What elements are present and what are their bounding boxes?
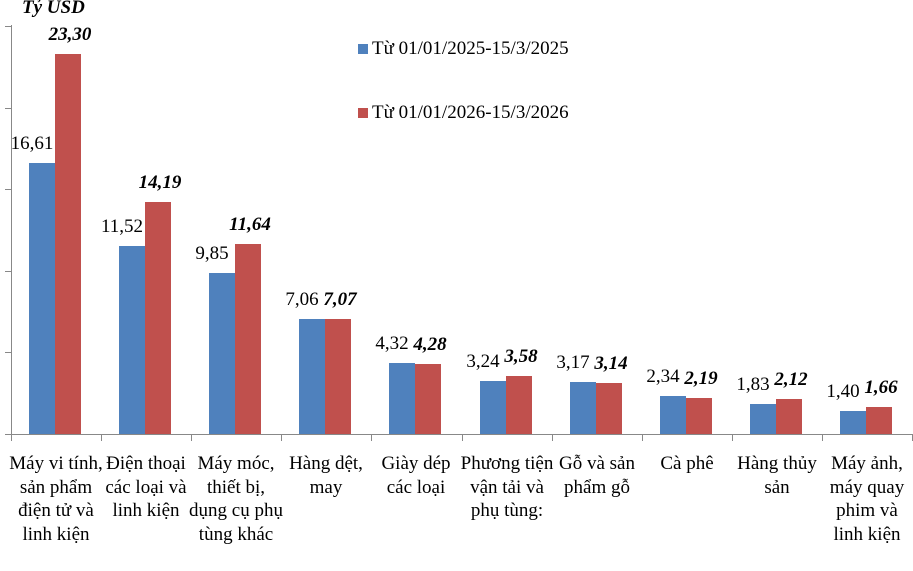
data-label-2026: 4,28: [413, 334, 447, 355]
data-label-2025: 3,17: [556, 352, 590, 373]
legend-item-2026: Từ 01/01/2026-15/3/2026: [358, 100, 569, 126]
bar-2025: [750, 404, 776, 434]
bar-2025: [840, 411, 866, 434]
bar-2025: [299, 319, 325, 434]
y-axis-label: Tỷ USD: [22, 0, 85, 18]
legend-item-2025: Từ 01/01/2025-15/3/2025: [358, 36, 569, 62]
data-label-2025: 9,85: [195, 243, 229, 264]
legend: Từ 01/01/2025-15/3/2025 Từ 01/01/2026-15…: [358, 36, 569, 164]
category-label: Máy móc, thiết bị, dụng cụ phụ tùng khác: [189, 453, 283, 545]
data-label-2026: 23,30: [48, 24, 92, 45]
bar-2025: [480, 381, 506, 434]
y-tick: [5, 434, 11, 435]
x-tick: [822, 434, 823, 441]
category-label: Máy ảnh, máy quay phim và linh kiện: [829, 453, 905, 545]
x-tick: [462, 434, 463, 441]
bar-2026: [235, 244, 261, 434]
x-axis: [5, 434, 913, 435]
category-label: Phương tiện vận tải và phụ tùng:: [460, 453, 554, 521]
x-tick: [11, 434, 12, 441]
bar-2026: [55, 54, 81, 434]
data-label-2025: 16,61: [10, 133, 54, 154]
data-label-2026: 11,64: [229, 214, 271, 235]
bar-2026: [596, 383, 622, 434]
data-label-2025: 1,40: [826, 381, 860, 402]
y-tick: [5, 108, 11, 109]
bar-2025: [660, 396, 686, 434]
y-tick: [5, 271, 11, 272]
bar-2025: [119, 246, 145, 434]
data-label-2025: 7,06: [285, 289, 319, 310]
bar-2025: [209, 273, 235, 434]
bar-2025: [570, 382, 596, 434]
legend-label-2026: Từ 01/01/2026-15/3/2026: [372, 102, 569, 123]
y-tick: [5, 189, 11, 190]
x-tick: [552, 434, 553, 441]
category-label: Điện thoại các loại và linh kiện: [105, 453, 187, 521]
category-label: Giày dép các loại: [381, 453, 451, 498]
legend-swatch-2026: [358, 108, 368, 118]
legend-swatch-2025: [358, 44, 368, 54]
data-label-2025: 3,24: [466, 351, 500, 372]
bar-2026: [686, 398, 712, 434]
data-label-2026: 14,19: [138, 172, 182, 193]
x-tick: [281, 434, 282, 441]
category-label: Hàng thủy sản: [737, 453, 817, 498]
bar-2026: [776, 399, 802, 434]
data-label-2026: 3,14: [594, 353, 628, 374]
y-axis: [11, 25, 12, 435]
x-tick: [642, 434, 643, 441]
bar-2025: [389, 363, 415, 434]
bar-2026: [866, 407, 892, 434]
y-tick: [5, 26, 11, 27]
x-tick: [191, 434, 192, 441]
x-tick: [732, 434, 733, 441]
category-label: Cà phê: [660, 453, 714, 474]
x-tick: [101, 434, 102, 441]
category-label: Hàng dệt, may: [289, 453, 363, 498]
bar-2026: [145, 202, 171, 434]
data-label-2025: 4,32: [375, 333, 409, 354]
bar-2026: [415, 364, 441, 434]
data-label-2026: 2,12: [774, 369, 808, 390]
y-tick: [5, 352, 11, 353]
data-label-2025: 11,52: [100, 216, 144, 237]
data-label-2025: 1,83: [736, 374, 770, 395]
data-label-2026: 3,58: [504, 346, 538, 367]
category-label: Gỗ và sản phẩm gỗ: [559, 453, 635, 498]
legend-label-2025: Từ 01/01/2025-15/3/2025: [372, 38, 569, 59]
category-label: Máy vi tính, sản phẩm điện tử và linh ki…: [9, 453, 103, 545]
data-label-2025: 2,34: [646, 366, 680, 387]
data-label-2026: 2,19: [684, 368, 718, 389]
bar-2025: [29, 163, 55, 434]
data-label-2026: 7,07: [323, 289, 357, 310]
bar-2026: [325, 319, 351, 434]
x-tick: [371, 434, 372, 441]
data-label-2026: 1,66: [864, 377, 898, 398]
bar-2026: [506, 376, 532, 434]
